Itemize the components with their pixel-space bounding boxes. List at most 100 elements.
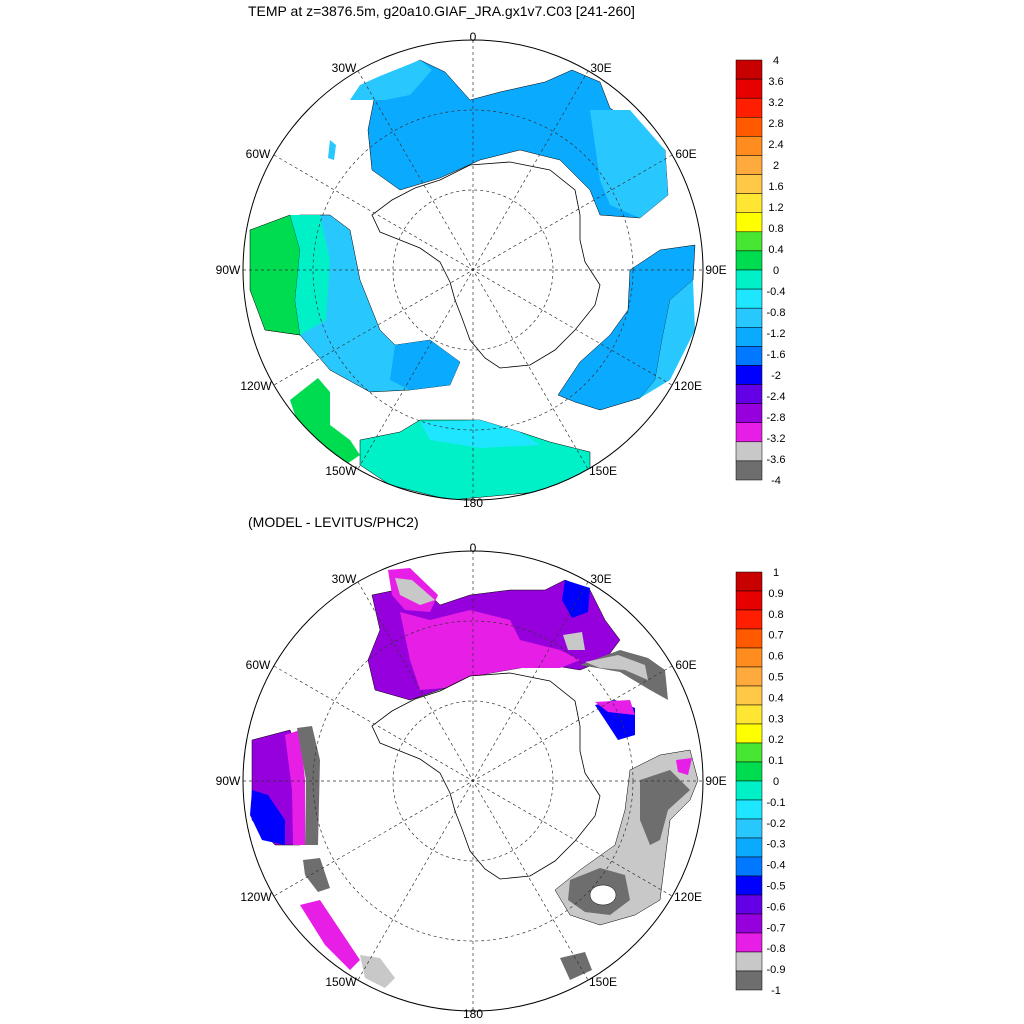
top-colorbar-swatch <box>735 136 763 156</box>
top-colorbar-label: -4 <box>771 475 781 487</box>
top-panel: TEMP at z=3876.5m, g20a10.GIAF_JRA.gx1v7… <box>216 3 786 510</box>
bottom-colorbar-label: 0 <box>773 776 779 788</box>
bottom-lon-label-150e: 150E <box>589 975 617 989</box>
bottom-pacific-darkgray <box>297 726 320 845</box>
bottom-colorbar-swatch <box>735 628 763 649</box>
bottom-lon-label-60w: 60W <box>246 658 271 672</box>
bottom-colorbar-label: 0.5 <box>768 672 783 684</box>
bottom-colorbar-swatch <box>735 685 763 706</box>
bottom-atlantic-nw-gray <box>395 578 435 605</box>
bottom-colorbar-swatch <box>735 951 763 972</box>
top-lon-label-30e: 30E <box>590 61 611 75</box>
bottom-colorbar-swatch <box>735 609 763 630</box>
bottom-colorbar-swatch <box>735 970 763 991</box>
top-colorbar-swatch <box>735 307 763 328</box>
top-colorbar-swatch <box>735 460 763 481</box>
top-lon-label-180: 180 <box>463 496 483 510</box>
top-map-field <box>249 59 696 500</box>
bottom-antarctica-outline <box>371 672 601 880</box>
bottom-colorbar-label: -0.7 <box>767 922 786 934</box>
top-lon-label-0: 0 <box>470 30 477 44</box>
top-colorbar-swatch <box>735 441 763 462</box>
top-lon-label-90w: 90W <box>216 263 241 277</box>
bottom-colorbar-label: 0.2 <box>768 734 783 746</box>
bottom-indian-hole <box>589 884 617 906</box>
top-lon-label-30w: 30W <box>332 61 357 75</box>
bottom-pacific-magenta-2 <box>300 900 360 970</box>
top-colorbar-label: 3.6 <box>768 76 783 88</box>
top-antarctica-outline <box>371 161 601 369</box>
top-colorbar-label: 2.4 <box>768 139 783 151</box>
bottom-colorbar-label: -0.9 <box>767 964 786 976</box>
bottom-colorbar-swatch <box>735 856 763 877</box>
bottom-colorbar-swatch <box>735 875 763 896</box>
top-colorbar: 4 3.6 3.2 2.8 2.4 2 1.6 1.2 0.8 0.4 0 -0.4 -0.8 -1.2 -… <box>735 55 786 487</box>
bottom-colorbar-swatch <box>735 932 763 953</box>
bottom-colorbar-swatch <box>735 913 763 934</box>
bottom-colorbar-swatch <box>735 837 763 858</box>
bottom-indian-darkgray <box>640 770 690 845</box>
bottom-colorbar-label: -0.2 <box>767 818 786 830</box>
top-colorbar-label: 1.6 <box>768 181 783 193</box>
bottom-colorbar-swatch <box>735 571 763 592</box>
bottom-lon-label-120e: 120E <box>674 890 702 904</box>
bottom-lon-label-0: 0 <box>470 541 477 555</box>
bottom-colorbar-label: 1 <box>773 567 779 579</box>
bottom-colorbar-swatch <box>735 647 763 668</box>
top-colorbar-swatch <box>735 231 763 252</box>
top-colorbar-label: -2.8 <box>767 412 786 424</box>
top-colorbar-label: -1.2 <box>767 328 786 340</box>
bottom-colorbar-label: 0.7 <box>768 630 783 642</box>
top-colorbar-swatch <box>735 269 763 290</box>
top-map-boundary <box>242 39 704 501</box>
top-lon-label-120e: 120E <box>674 379 702 393</box>
top-graticule <box>243 40 703 500</box>
top-colorbar-swatch <box>735 250 763 271</box>
top-lon-label-90e: 90E <box>705 263 726 277</box>
bottom-lon-label-180: 180 <box>463 1007 483 1021</box>
bottom-colorbar-swatch <box>735 742 763 763</box>
top-colorbar-label: -3.6 <box>767 454 786 466</box>
top-pacific-green-patch <box>249 214 301 336</box>
top-colorbar-label: -0.4 <box>767 286 786 298</box>
top-colorbar-label: -1.6 <box>767 349 786 361</box>
top-colorbar-label: -0.8 <box>767 307 786 319</box>
top-colorbar-swatch <box>735 78 763 99</box>
top-colorbar-swatch <box>735 193 763 213</box>
top-pacific-teal-patch <box>290 215 330 335</box>
bottom-pacific-blue <box>250 790 285 845</box>
bottom-colorbar-swatch <box>735 818 763 839</box>
top-colorbar-label: 0 <box>773 265 779 277</box>
bottom-pacific-magenta <box>285 730 305 845</box>
bottom-lon-label-120w: 120W <box>240 890 272 904</box>
top-colorbar-label: -2.4 <box>767 391 786 403</box>
top-small-patch <box>328 140 336 160</box>
bottom-colorbar-swatch <box>735 894 763 915</box>
bottom-colorbar: 1 0.9 0.8 0.7 0.6 0.5 0.4 0.3 0.2 0.1 0 -0.1 -0.2 -0.… <box>735 567 786 997</box>
bottom-lon-label-60e: 60E <box>675 658 696 672</box>
top-colorbar-swatch <box>735 212 763 233</box>
top-colorbar-swatch <box>735 384 763 404</box>
top-colorbar-swatch <box>735 422 763 443</box>
top-southern-band-inner <box>420 420 540 448</box>
top-colorbar-swatch <box>735 288 763 309</box>
top-colorbar-swatch <box>735 174 763 194</box>
bottom-lon-label-150w: 150W <box>325 975 357 989</box>
bottom-lon-label-30e: 30E <box>590 572 611 586</box>
bottom-colorbar-swatch <box>735 780 763 801</box>
bottom-colorbar-label: -0.4 <box>767 860 786 872</box>
bottom-colorbar-swatch <box>735 666 763 687</box>
top-colorbar-label: 2 <box>773 160 779 172</box>
bottom-lon-label-90w: 90W <box>216 774 241 788</box>
bottom-atlantic-blue-spot <box>562 580 590 618</box>
top-colorbar-swatch <box>735 155 763 175</box>
top-panel-title: TEMP at z=3876.5m, g20a10.GIAF_JRA.gx1v7… <box>248 3 635 19</box>
top-colorbar-label: -3.2 <box>767 433 786 445</box>
bottom-colorbar-swatch <box>735 590 763 611</box>
bottom-colorbar-swatch <box>735 723 763 744</box>
bottom-colorbar-label: 0.1 <box>768 755 783 767</box>
top-colorbar-swatch <box>735 327 763 347</box>
bottom-pacific-gray-spot <box>360 955 395 988</box>
bottom-lon-label-90e: 90E <box>705 774 726 788</box>
